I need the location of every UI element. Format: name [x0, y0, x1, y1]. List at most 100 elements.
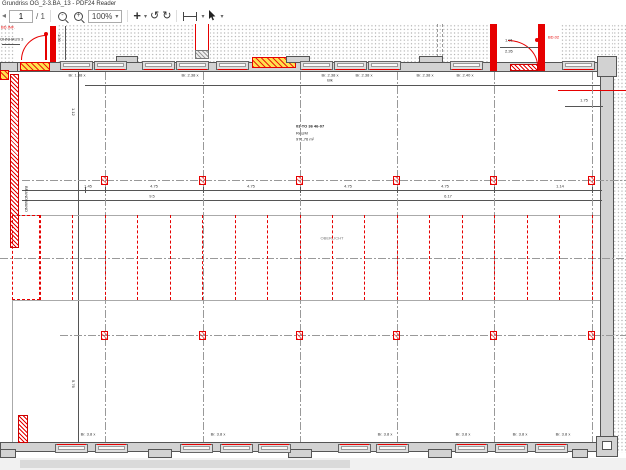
column-marker: [490, 176, 497, 185]
window-module: [216, 61, 249, 70]
skylight-band-bottom: [12, 300, 600, 301]
dimension-tick: [105, 187, 106, 193]
window-module: [455, 444, 488, 453]
skylight-band-top: [12, 215, 600, 216]
skylight-divider: [169, 215, 171, 300]
skylight-divider: [234, 215, 236, 300]
window-dimension-label: Br. 3.8 x: [80, 432, 96, 437]
page-count-label: / 1: [36, 11, 45, 21]
toolbar-separator: [49, 10, 51, 22]
note-bd-inf: BD.INF.: [1, 25, 15, 30]
dim-label-right: 1.75: [580, 98, 588, 103]
window-module: [300, 61, 333, 70]
zoom-level-value: 100%: [91, 11, 113, 21]
bay-dimension-label: 1.45: [84, 184, 92, 189]
grid-line-horizontal: [22, 180, 626, 181]
previous-page-icon[interactable]: ◂: [2, 11, 7, 20]
bay-dimension-label: 4.75: [441, 184, 449, 189]
grid-line-vertical: [592, 72, 593, 442]
column-marker: [588, 176, 595, 185]
vdim-a: 1.30: [57, 34, 62, 42]
window-module: [60, 61, 93, 70]
vdim-b: 1.12: [71, 108, 76, 116]
brandwand-label: BRANDWAND: [24, 186, 29, 213]
zoom-level-select[interactable]: 100% ▾: [87, 9, 123, 23]
horizontal-scrollbar-thumb[interactable]: [20, 460, 350, 468]
zoom-out-icon[interactable]: [57, 11, 67, 21]
window-module: [180, 444, 213, 453]
skylight-end-box: [12, 215, 40, 300]
column-marker: [490, 331, 497, 340]
pilaster: [116, 56, 138, 63]
shaft-block: [195, 50, 209, 59]
rotate-left-icon[interactable]: ↺: [150, 10, 160, 22]
zoom-in-icon[interactable]: [73, 11, 83, 21]
add-tool-icon[interactable]: +: [133, 8, 141, 23]
chevron-down-icon[interactable]: ▾: [220, 13, 224, 20]
window-module: [338, 444, 371, 453]
hatch-right: [613, 24, 626, 453]
pilaster: [148, 449, 172, 458]
bay-dimension-label: 1.14: [556, 184, 564, 189]
skylight-divider: [137, 215, 139, 300]
column-marker: [101, 331, 108, 340]
measure-tool-icon[interactable]: [183, 11, 198, 21]
door-leaf: [45, 34, 47, 60]
wall-opening-strip: [195, 24, 210, 56]
opening-left-edge: [0, 70, 9, 80]
room-area: 971,76 m²: [296, 137, 315, 142]
titlebar: Grundriss OG_2-3.BA_13 - PDF24 Reader: [0, 0, 626, 8]
dimension-line: [565, 106, 603, 107]
chevron-down-icon[interactable]: ▾: [201, 13, 205, 20]
door-hinge-dot: [535, 38, 539, 42]
skylight-divider: [461, 215, 463, 300]
horizontal-scrollbar-track[interactable]: [0, 458, 626, 470]
door-sill: [510, 64, 538, 71]
new-wall-entrance: [490, 24, 497, 71]
skylight-divider: [526, 215, 528, 300]
left-wall-line: [12, 300, 13, 442]
rotate-right-icon[interactable]: ↻: [162, 10, 172, 22]
column-bottom-left: [18, 415, 28, 443]
select-tool-icon[interactable]: [208, 9, 216, 23]
left-wall-stub: [0, 62, 18, 72]
toolbar-separator: [176, 10, 178, 22]
pilaster: [0, 449, 16, 458]
corner-block-top-right: [597, 56, 617, 77]
dimension-line: [22, 190, 602, 191]
window-title: Grundriss OG_2-3.BA_13 - PDF24 Reader: [2, 1, 117, 7]
dimension-line: [85, 85, 600, 86]
skylight-divider: [396, 215, 398, 300]
window-dimension-label: Br. 3.8 x: [512, 432, 528, 437]
door-code: BD.02: [548, 35, 560, 40]
window-module: [176, 61, 209, 70]
dimension-line-vertical: [78, 72, 79, 442]
dimension-tick: [397, 187, 398, 193]
window-module: [220, 444, 253, 453]
skylight-divider: [429, 215, 431, 300]
window-dimension-label: Br. 1.38 x: [68, 73, 86, 78]
column-marker: [296, 176, 303, 185]
skylight-divider: [104, 215, 106, 300]
skylight-divider: [202, 215, 204, 300]
column-marker: [393, 331, 400, 340]
door-dim-b: 2.26: [505, 49, 513, 54]
dimension-tick: [203, 187, 204, 193]
pilaster: [572, 449, 588, 458]
pilaster: [288, 449, 312, 458]
grid-line-vertical: [300, 72, 301, 442]
window-module: [258, 444, 291, 453]
window-module: [562, 61, 595, 70]
chevron-down-icon[interactable]: ▾: [144, 13, 148, 20]
window-dimension-label: Br. 2.38 x: [416, 73, 434, 78]
window-module: [94, 61, 127, 70]
dimension-tick: [494, 187, 495, 193]
window-dimension-label: Br. 3.8 x: [455, 432, 471, 437]
drawing-canvas[interactable]: BD.INF. OHNHAUS 3 Blk 1.75 03-TO 36 46-0…: [0, 24, 626, 458]
page-number-input[interactable]: [9, 9, 34, 23]
pilaster: [419, 56, 443, 63]
fire-wall-left: [10, 74, 19, 248]
window-module: [376, 444, 409, 453]
window-dimension-label: Br. 2.38 x: [321, 73, 339, 78]
